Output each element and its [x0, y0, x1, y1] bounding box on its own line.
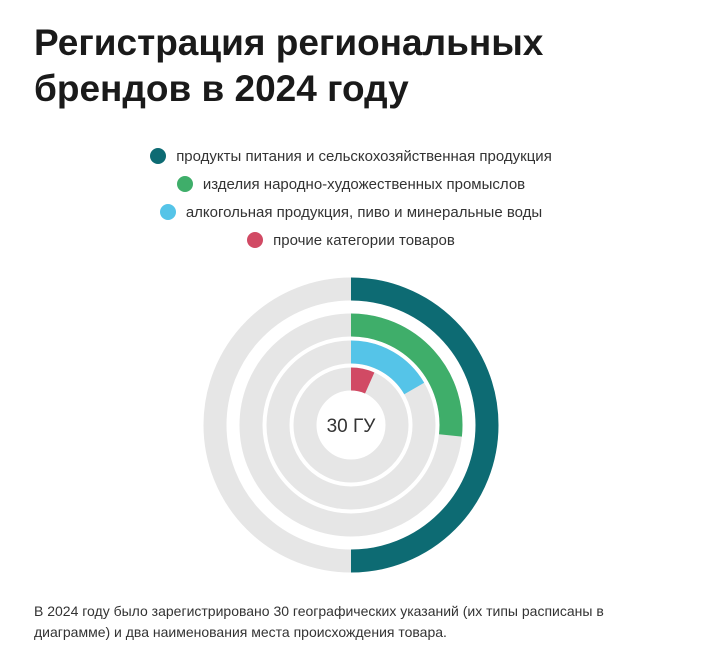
legend-swatch	[176, 176, 193, 192]
legend-label: алкогольная продукция, пиво и минеральны…	[185, 203, 543, 221]
legend-item: продукты питания и сельскохозяйственная …	[150, 142, 552, 170]
ring-bar	[350, 277, 499, 573]
center-label: 30 ГУ	[327, 416, 377, 437]
radial-chart-svg: 30 ГУ	[203, 277, 499, 573]
footnote: В 2024 году было зарегистрировано 30 гео…	[34, 603, 604, 640]
legend-label: прочие категории товаров	[273, 231, 455, 249]
chart-title: Регистрация региональных брендов в 2024 …	[34, 22, 544, 109]
legend-swatch	[159, 204, 176, 220]
ring-bar	[350, 313, 463, 437]
radial-chart: 30 ГУ	[0, 260, 702, 590]
legend-item: алкогольная продукция, пиво и минеральны…	[159, 198, 543, 226]
legend-item: изделия народно-художественных промыслов	[176, 170, 526, 198]
legend-swatch	[247, 232, 264, 248]
ring-bar	[350, 367, 375, 394]
legend-swatch	[150, 148, 167, 164]
legend-label: изделия народно-художественных промыслов	[202, 175, 526, 193]
legend-label: продукты питания и сельскохозяйственная …	[176, 147, 552, 165]
legend-item: прочие категории товаров	[247, 226, 455, 254]
legend: продукты питания и сельскохозяйственная …	[0, 142, 702, 254]
ring-bar	[350, 340, 425, 395]
